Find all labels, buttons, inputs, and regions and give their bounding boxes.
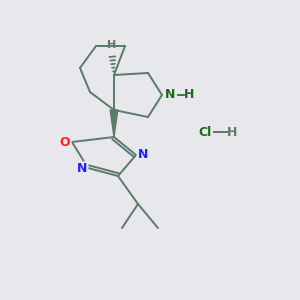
- Text: H: H: [184, 88, 194, 101]
- Text: Cl: Cl: [198, 125, 212, 139]
- Text: O: O: [60, 136, 70, 148]
- Text: N: N: [165, 88, 175, 101]
- Text: H: H: [227, 125, 237, 139]
- Text: H: H: [107, 40, 117, 50]
- Text: N: N: [77, 163, 87, 176]
- Text: N: N: [138, 148, 148, 160]
- Polygon shape: [110, 110, 118, 137]
